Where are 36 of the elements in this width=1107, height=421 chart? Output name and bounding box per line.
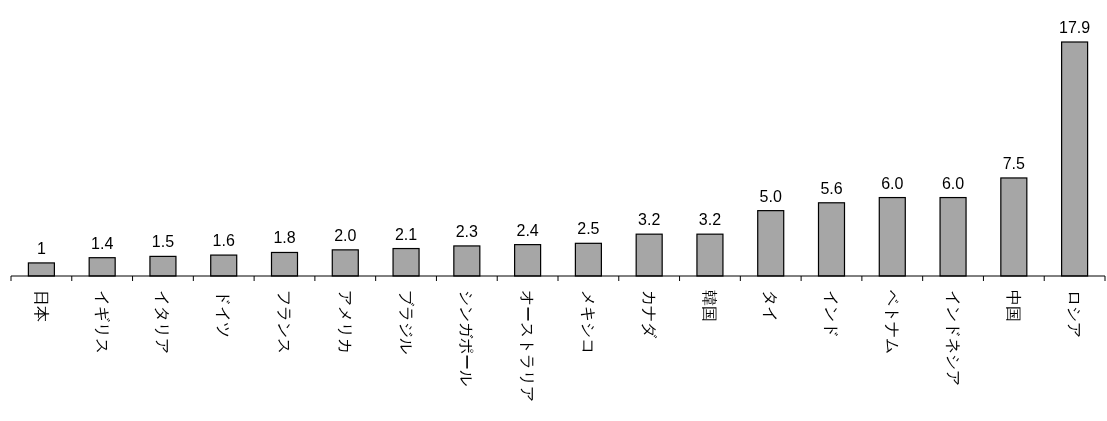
data-label: 17.9: [1059, 19, 1091, 36]
data-label: 3.2: [638, 211, 661, 229]
data-label: 3.2: [698, 211, 722, 229]
data-label: 1.8: [273, 229, 296, 247]
data-label: 5.0: [759, 187, 782, 205]
x-tick-label: 韓国: [701, 290, 719, 322]
x-tick-label: アメリカ: [336, 290, 354, 354]
data-label: 2.5: [577, 220, 600, 238]
data-label: 1.6: [212, 232, 235, 250]
x-tick-label: メキシコ: [579, 290, 597, 354]
x-tick-label: タイ: [762, 290, 780, 322]
x-tick-label: カナダ: [640, 290, 658, 339]
x-tick-label: イタリア: [154, 290, 172, 354]
x-tick-label: シンガポール: [458, 290, 476, 386]
x-tick-label: ベトナム: [883, 290, 901, 354]
data-label: 1: [36, 239, 46, 257]
data-label: 1.4: [91, 234, 114, 252]
x-tick-label: ドイツ: [215, 290, 233, 338]
data-label: 6.0: [881, 174, 904, 192]
x-tick-label: インドネシア: [944, 290, 962, 386]
x-tick-label: ロシア: [1066, 290, 1084, 338]
data-label: 7.5: [1002, 154, 1026, 172]
x-tick-label: ブラジル: [397, 290, 415, 354]
x-tick-label: インド: [823, 290, 840, 338]
x-tick-label: フランス: [276, 290, 293, 354]
data-label: 2.3: [455, 222, 479, 240]
data-label: 2.1: [394, 225, 418, 243]
data-label: 6.0: [941, 174, 965, 192]
x-tick-label: オーストラリア: [519, 290, 537, 402]
x-tick-label: 中国: [1005, 290, 1023, 322]
data-label: 1.5: [151, 233, 175, 251]
data-label: 2.0: [334, 226, 357, 244]
data-label: 5.6: [820, 179, 843, 197]
x-tick-label: イギリス: [93, 290, 111, 354]
data-label: 2.4: [516, 221, 539, 239]
x-tick-label: 日本: [32, 290, 50, 322]
